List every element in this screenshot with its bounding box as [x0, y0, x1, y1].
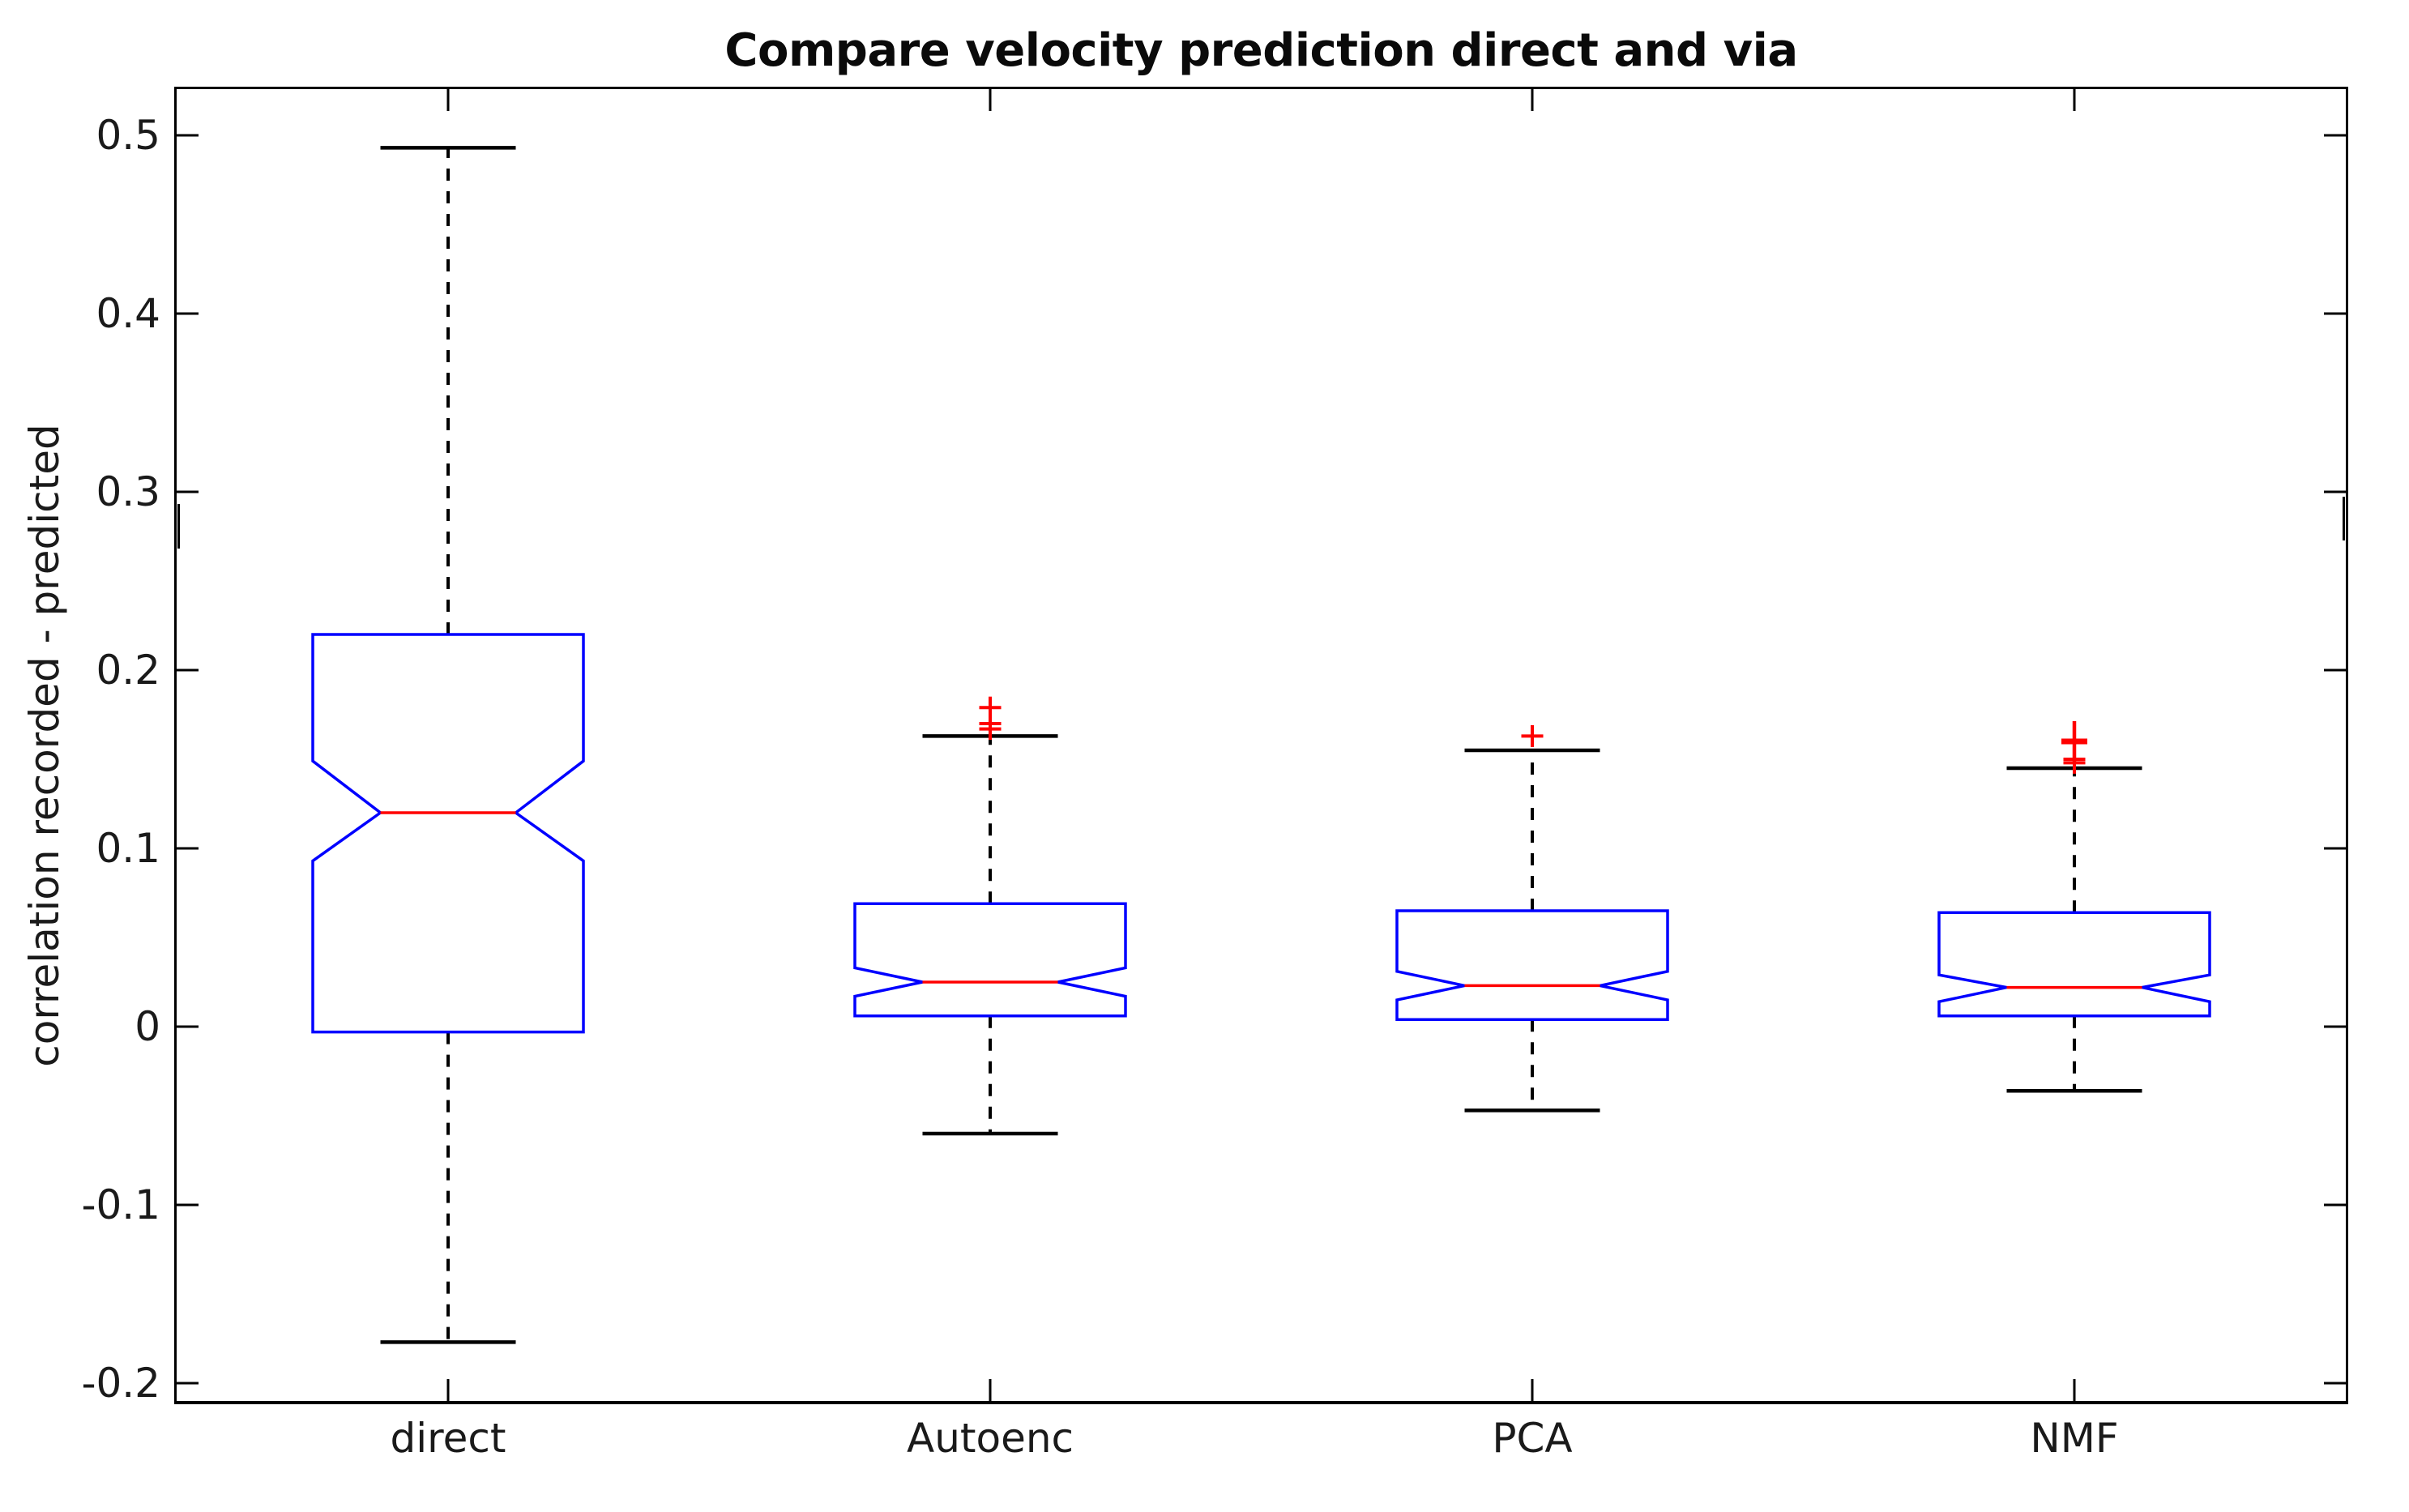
plot-area [174, 87, 2348, 1404]
box-PCA [1395, 909, 1669, 1021]
x-tick-label-Autoenc: Autoenc [906, 1415, 1074, 1462]
box-NMF [1937, 911, 2211, 1018]
y-tick-label: 0.1 [96, 825, 160, 872]
chart-title: Compare velocity prediction direct and v… [724, 24, 1798, 77]
x-tick-label-NMF: NMF [2030, 1415, 2119, 1462]
axis-artifact-mark-left [177, 504, 180, 549]
box-direct [311, 633, 585, 1034]
y-axis-label: correlation recorded - predicted [21, 424, 68, 1067]
y-tick-label: 0 [135, 1003, 160, 1050]
x-tick-label-PCA: PCA [1492, 1415, 1573, 1462]
axis-artifact-mark-right [2343, 497, 2345, 540]
box-Autoenc [853, 902, 1127, 1018]
y-tick-label: 0.4 [96, 290, 160, 337]
y-tick-label: -0.1 [81, 1181, 160, 1228]
x-tick-label-direct: direct [390, 1415, 506, 1462]
y-tick-label: -0.2 [81, 1360, 160, 1407]
y-tick-label: 0.2 [96, 647, 160, 694]
boxplot-canvas [177, 89, 2346, 1401]
y-tick-label: 0.3 [96, 468, 160, 515]
y-tick-label: 0.5 [96, 112, 160, 159]
